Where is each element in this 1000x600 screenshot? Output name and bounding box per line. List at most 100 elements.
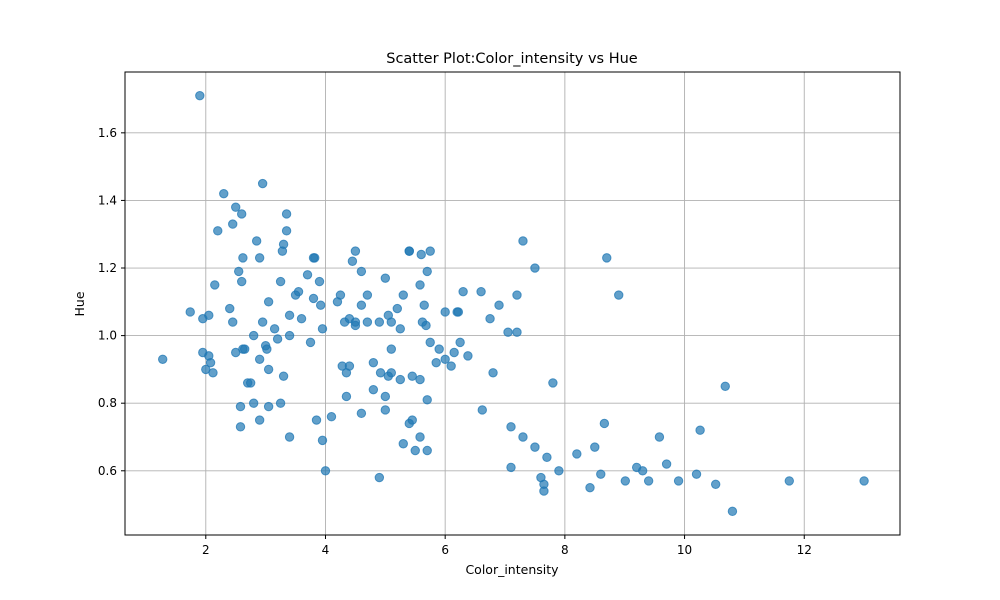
axis-ticks: 2 4 6 8 10 12 0.6 0.8 1.0 1.2 1.4 1.6 (98, 126, 812, 557)
x-tick-label: 12 (797, 543, 812, 557)
data-point (281, 226, 292, 236)
data-point (398, 290, 408, 300)
data-point (415, 374, 425, 385)
data-point (239, 344, 250, 354)
data-point (317, 435, 328, 446)
data-point (284, 310, 295, 321)
data-point (225, 303, 235, 314)
data-point (425, 337, 435, 348)
data-point (518, 432, 528, 442)
data-point (257, 317, 268, 327)
data-point (599, 418, 610, 429)
data-point (380, 391, 391, 402)
data-point (284, 432, 295, 442)
data-point (518, 236, 528, 246)
data-point (228, 219, 238, 229)
data-point (204, 310, 214, 321)
data-point (185, 307, 195, 317)
data-point (416, 249, 426, 260)
data-point (213, 226, 223, 236)
data-point (485, 314, 495, 324)
data-point (422, 445, 432, 456)
data-point (539, 486, 549, 496)
data-point (362, 317, 373, 327)
data-point (272, 334, 283, 344)
data-point (235, 401, 246, 412)
data-point (374, 317, 385, 327)
y-tick-label: 0.8 (98, 396, 117, 410)
data-point (431, 357, 441, 368)
data-point (449, 347, 459, 358)
data-points (158, 90, 869, 517)
y-tick-label: 1.0 (98, 329, 117, 343)
data-point (356, 300, 367, 310)
data-point (542, 452, 552, 462)
x-tick-label: 8 (561, 543, 569, 557)
data-point (506, 422, 516, 432)
data-point (368, 384, 379, 395)
data-point (262, 344, 272, 354)
data-point (422, 266, 432, 277)
data-point (455, 337, 465, 348)
data-point (257, 178, 268, 189)
data-point (654, 432, 665, 442)
data-point (158, 354, 168, 364)
data-point (335, 290, 346, 300)
x-tick-label: 10 (677, 543, 692, 557)
data-point (661, 459, 672, 469)
data-point (263, 401, 274, 412)
data-point (392, 303, 402, 314)
data-point (278, 239, 289, 250)
data-point (302, 270, 313, 280)
data-point (410, 445, 420, 456)
data-point (422, 395, 432, 405)
data-point (231, 202, 241, 212)
data-point (284, 330, 295, 341)
data-point (368, 357, 379, 368)
data-point (310, 253, 320, 263)
data-point (235, 422, 246, 432)
data-point (643, 476, 654, 486)
data-point (395, 324, 405, 334)
data-point (614, 290, 624, 300)
y-tick-label: 0.6 (98, 464, 117, 478)
data-point (375, 368, 386, 378)
grid (125, 72, 900, 535)
data-point (210, 280, 220, 290)
data-point (293, 286, 304, 297)
data-point (590, 442, 600, 452)
data-point (446, 361, 456, 371)
data-point (254, 354, 265, 364)
data-point (275, 276, 286, 287)
data-point (585, 482, 595, 493)
data-point (219, 188, 229, 199)
data-point (356, 408, 367, 419)
data-point (386, 368, 397, 378)
data-point (296, 314, 307, 324)
data-point (208, 368, 218, 378)
data-point (419, 300, 429, 310)
data-point (386, 344, 397, 354)
data-point (572, 449, 582, 459)
data-point (548, 378, 558, 388)
y-tick-label: 1.2 (98, 261, 117, 275)
data-point (503, 327, 513, 337)
data-point (859, 476, 869, 486)
data-point (236, 209, 247, 219)
data-point (245, 378, 256, 388)
data-point (620, 476, 631, 486)
x-axis-label: Color_intensity (465, 562, 559, 577)
data-point (320, 466, 331, 476)
data-point (637, 466, 648, 476)
y-tick-label: 1.6 (98, 126, 117, 140)
data-point (494, 300, 504, 310)
data-point (317, 324, 328, 334)
data-point (506, 462, 516, 473)
data-point (362, 290, 373, 300)
data-point (434, 344, 444, 354)
data-point (263, 364, 274, 375)
data-point (488, 368, 498, 378)
data-point (254, 415, 265, 425)
data-point (673, 476, 684, 486)
